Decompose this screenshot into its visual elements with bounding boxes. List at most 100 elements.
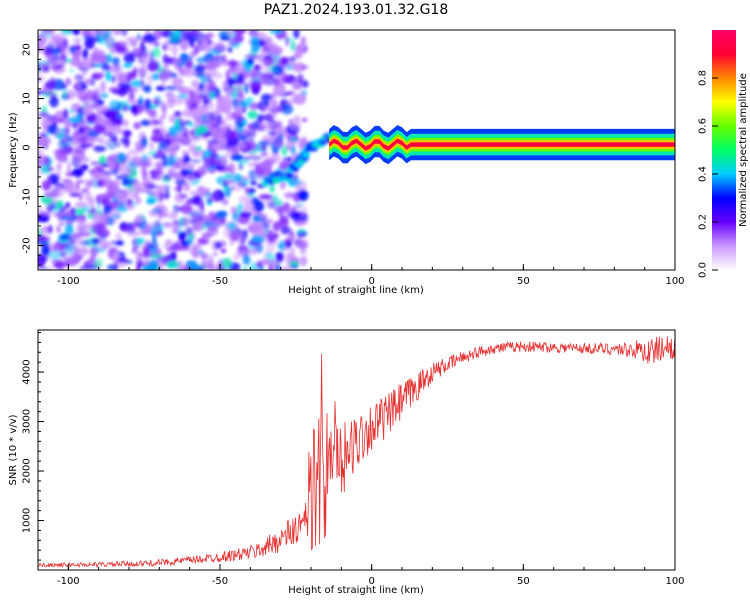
- heatmap-noise-cell: [60, 46, 67, 54]
- heatmap-noise-cell: [161, 222, 174, 228]
- heatmap-noise-cell: [300, 36, 306, 45]
- heatmap-noise-cell: [172, 172, 183, 180]
- heatmap-noise-cell: [291, 204, 301, 212]
- heatmap-marks: [38, 30, 675, 270]
- heatmap-noise-cell: [58, 233, 71, 241]
- heatmap-noise-cell: [97, 72, 107, 78]
- heatmap-noise-cell: [232, 254, 241, 260]
- heatmap-noise-cell: [75, 218, 86, 224]
- heatmap-noise-cell: [155, 161, 163, 172]
- heatmap-noise-cell: [258, 161, 269, 169]
- heatmap-noise-cell: [38, 240, 51, 246]
- heatmap-noise-cell: [209, 191, 221, 203]
- heatmap-noise-cell: [148, 259, 159, 270]
- heatmap-noise-cell: [152, 128, 162, 134]
- heatmap-noise-cell: [173, 241, 182, 252]
- heatmap-noise-cell: [78, 232, 92, 237]
- heatmap-noise-cell: [244, 82, 249, 94]
- heatmap-noise-cell: [211, 219, 223, 229]
- heatmap-noise-cell: [149, 248, 157, 253]
- heatmap-noise-cell: [159, 68, 173, 81]
- heatmap-noise-cell: [153, 98, 160, 106]
- heatmap-noise-cell: [242, 120, 248, 125]
- heatmap-noise-cell: [198, 104, 209, 115]
- heatmap-noise-cell: [119, 137, 130, 145]
- heatmap-noise-cell: [229, 240, 235, 246]
- y-tick-label: 4000: [22, 359, 33, 384]
- heatmap-noise-cell: [238, 244, 244, 252]
- heatmap-noise-cell: [38, 259, 45, 268]
- heatmap-noise-cell: [100, 92, 109, 99]
- heatmap-noise-cell: [71, 51, 85, 57]
- heatmap-noise-cell: [222, 257, 232, 269]
- heatmap-noise-cell: [224, 173, 232, 180]
- heatmap-noise-cell: [229, 130, 237, 140]
- heatmap-noise-cell: [131, 103, 137, 113]
- heatmap-noise-cell: [93, 258, 104, 269]
- heatmap-noise-cell: [164, 190, 170, 200]
- heatmap-noise-cell: [41, 244, 51, 256]
- heatmap-noise-cell: [90, 237, 101, 245]
- heatmap-noise-cell: [57, 139, 68, 150]
- heatmap-noise-cell: [278, 216, 289, 229]
- heatmap-noise-cell: [242, 179, 250, 185]
- heatmap-noise-cell: [172, 226, 179, 234]
- heatmap-noise-cell: [115, 190, 127, 202]
- colorbar-tick-label: 0.4: [698, 166, 709, 182]
- heatmap-noise-cell: [48, 243, 60, 253]
- heatmap-noise-cell: [60, 83, 68, 90]
- heatmap-noise-cell: [85, 182, 91, 191]
- heatmap-noise-cell: [47, 224, 53, 234]
- heatmap-noise-cell: [261, 258, 271, 265]
- heatmap-noise-cell: [228, 59, 236, 71]
- heatmap-noise-cell: [84, 38, 95, 50]
- heatmap-noise-cell: [50, 76, 55, 88]
- heatmap-noise-cell: [140, 41, 145, 53]
- heatmap-noise-cell: [89, 161, 103, 166]
- heatmap-noise-cell: [140, 119, 152, 127]
- heatmap-noise-cell: [169, 30, 181, 43]
- heatmap-noise-cell: [236, 234, 247, 245]
- heatmap-noise-cell: [160, 81, 167, 87]
- heatmap-noise-cell: [281, 145, 288, 156]
- colorbar-tick-label: 0.2: [698, 214, 709, 230]
- heatmap-noise-cell: [144, 104, 152, 111]
- heatmap-noise-cell: [51, 174, 57, 186]
- heatmap-noise-cell: [82, 48, 89, 60]
- y-tick-label: 1000: [22, 508, 33, 533]
- heatmap-noise-cell: [146, 73, 154, 85]
- heatmap-noise-cell: [230, 154, 244, 161]
- heatmap-noise-cell: [236, 73, 245, 84]
- heatmap-noise-cell: [199, 212, 206, 221]
- heatmap-noise-cell: [156, 185, 170, 192]
- heatmap-noise-cell: [213, 112, 220, 117]
- heatmap-noise-cell: [296, 233, 306, 238]
- heatmap-noise-cell: [102, 179, 114, 188]
- colorbar: 0.0 0.2 0.4 0.6 0.8 Normalized spectral ampl…: [698, 30, 749, 278]
- heatmap-noise-cell: [216, 210, 228, 217]
- heatmap-noise-cell: [54, 59, 66, 65]
- heatmap-noise-cell: [214, 241, 222, 250]
- heatmap-noise-cell: [50, 258, 62, 264]
- heatmap-noise-cell: [148, 111, 157, 118]
- x-tick-label: 0: [368, 576, 374, 587]
- heatmap-noise-cell: [47, 167, 55, 172]
- heatmap-noise-cell: [122, 119, 129, 128]
- heatmap-noise-cell: [233, 174, 244, 182]
- heatmap-noise-cell: [186, 238, 194, 246]
- heatmap-noise-cell: [289, 260, 300, 267]
- heatmap-noise-cell: [228, 38, 239, 47]
- heatmap-noise-cell: [291, 145, 296, 155]
- heatmap-noise-cell: [249, 180, 258, 186]
- heatmap-noise-cell: [145, 199, 155, 205]
- heatmap-noise-cell: [267, 218, 274, 224]
- heatmap-noise-cell: [168, 211, 178, 220]
- heatmap-noise-cell: [272, 139, 284, 149]
- heatmap-noise-cell: [132, 68, 137, 78]
- heatmap-noise-cell: [81, 70, 88, 76]
- y-tick-label: 3000: [22, 409, 33, 434]
- heatmap-noise-cell: [145, 184, 158, 190]
- heatmap-noise-cell: [69, 68, 74, 73]
- heatmap-noise-cell: [146, 190, 154, 195]
- heatmap-noise-cell: [41, 30, 55, 34]
